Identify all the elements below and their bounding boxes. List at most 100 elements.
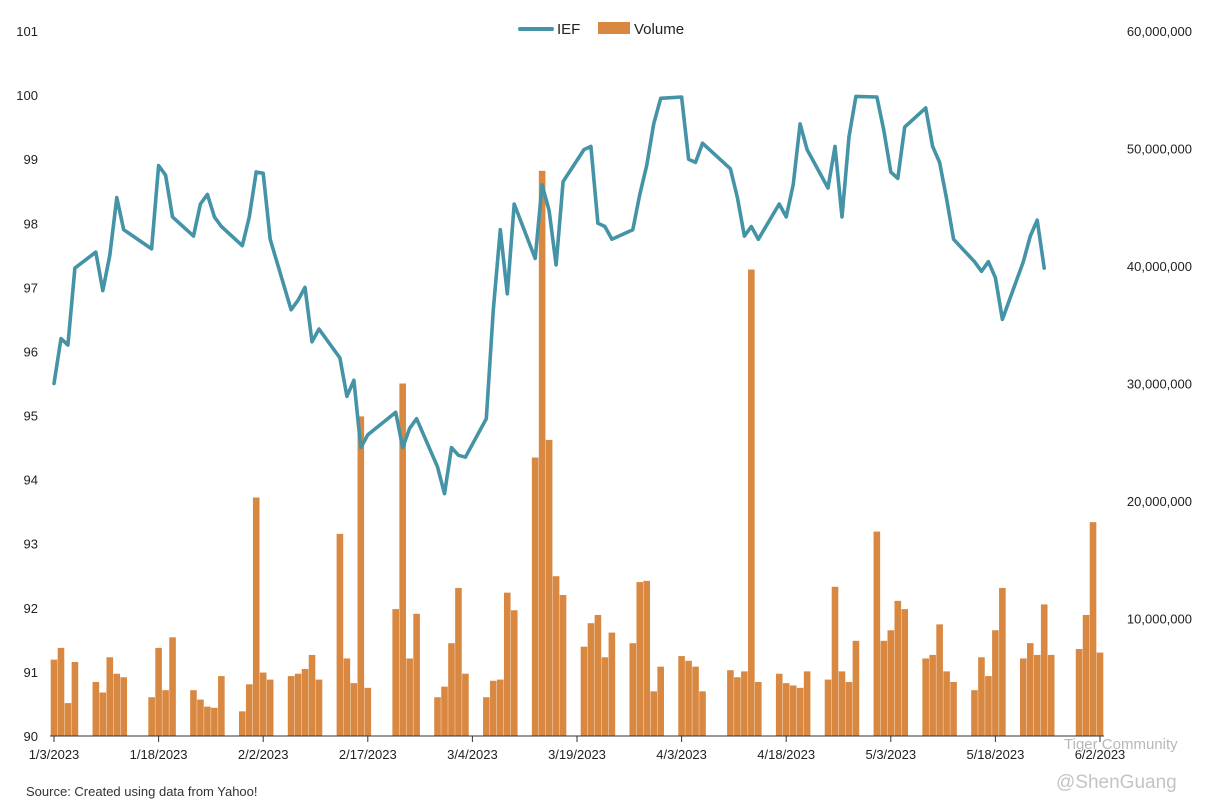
volume-bar (1047, 654, 1055, 736)
volume-bar (657, 666, 664, 736)
volume-bar (245, 684, 253, 736)
volume-bar (978, 657, 985, 736)
y-left-tick-label: 90 (24, 729, 38, 744)
volume-bar (71, 661, 79, 736)
volume-bar (943, 671, 950, 737)
volume-bar (336, 533, 344, 736)
ief-line-layer (52, 94, 1046, 496)
y-left-tick-label: 100 (16, 88, 38, 103)
volume-bar (99, 692, 107, 736)
volume-bar (106, 657, 114, 736)
y-left-tick-label: 97 (24, 280, 38, 295)
volume-bar (148, 697, 155, 736)
volume-bar (985, 676, 992, 736)
volume-bar (462, 673, 469, 736)
volume-bar (580, 646, 588, 736)
volume-bar (1033, 654, 1041, 736)
x-tick-label: 5/18/2023 (966, 747, 1024, 762)
volume-bar (490, 680, 497, 736)
volume-bar (434, 697, 441, 736)
volume-bar (803, 671, 811, 737)
volume-bar (796, 687, 804, 736)
volume-bar (483, 697, 490, 736)
volume-bar (50, 659, 58, 737)
volume-bar (266, 679, 274, 736)
volume-bar (1026, 643, 1034, 736)
volume-bar (259, 672, 267, 736)
volume-bar (929, 654, 936, 736)
volume-bar (692, 666, 699, 736)
volume-bar (734, 677, 741, 736)
volume-bar (218, 676, 225, 736)
source-note: Source: Created using data from Yahoo! (26, 784, 258, 799)
volume-bar (636, 582, 644, 736)
volume-bar (873, 531, 881, 736)
volume-bar (789, 685, 797, 736)
legend-label-volume: Volume (634, 21, 684, 38)
x-tick-label: 6/2/2023 (1075, 747, 1126, 762)
volume-bar (936, 624, 943, 737)
volume-bar (455, 587, 462, 736)
watermark-tiger-community: Tiger Community (1064, 736, 1178, 753)
volume-bar (1082, 614, 1090, 736)
legend-swatch-volume (598, 22, 630, 34)
volume-bar (503, 592, 511, 736)
volume-bar (922, 658, 929, 736)
volume-bar (448, 643, 455, 736)
volume-bar (392, 609, 399, 736)
volume-bar (155, 647, 162, 737)
volume-bar (252, 497, 260, 736)
volume-bar (782, 683, 790, 737)
volume-bar (685, 660, 692, 736)
volume-bar (587, 623, 595, 736)
volume-bar (950, 681, 957, 736)
y-left-tick-label: 101 (16, 24, 38, 39)
volume-bar (678, 656, 685, 736)
x-tick-label: 2/2/2023 (238, 747, 289, 762)
volume-bar (399, 383, 406, 736)
x-tick-label: 4/18/2023 (757, 747, 815, 762)
volume-bar (113, 673, 121, 736)
y-right-tick-label: 10,000,000 (1127, 612, 1192, 627)
volume-bar (594, 614, 602, 736)
y-left-tick-label: 91 (24, 665, 38, 680)
volume-bar (748, 269, 755, 736)
x-tick-label: 4/3/2023 (656, 747, 707, 762)
x-tick-label: 1/3/2023 (29, 747, 80, 762)
volume-bar (357, 416, 365, 736)
volume-bar (301, 669, 309, 736)
volume-bar (406, 658, 413, 736)
x-tick-label: 3/19/2023 (548, 747, 606, 762)
volume-bar (315, 679, 323, 736)
volume-bar (1040, 604, 1048, 736)
volume-bar (608, 632, 616, 736)
volume-bar (204, 706, 211, 737)
volume-bar (552, 576, 560, 736)
volume-bar (845, 681, 853, 736)
volume-bar (894, 600, 902, 737)
legend: IEF Volume (518, 21, 684, 38)
volume-bar (775, 673, 783, 736)
volume-bar (629, 643, 637, 736)
volume-bar (169, 637, 176, 736)
volume-bar (741, 671, 748, 737)
volume-bar (852, 640, 860, 736)
volume-bar (838, 671, 846, 737)
volume-bar (755, 681, 762, 736)
volume-bar (441, 686, 448, 736)
volume-bar (510, 610, 518, 736)
x-tick-label: 5/3/2023 (865, 747, 916, 762)
volume-bar (190, 690, 197, 736)
y-right-tick-label: 40,000,000 (1127, 259, 1192, 274)
y-right-tick-label: 60,000,000 (1127, 24, 1192, 39)
volume-bar (1075, 649, 1083, 736)
y-left-tick-label: 92 (24, 601, 38, 616)
volume-bar (343, 658, 351, 736)
volume-bars (50, 170, 1104, 737)
ief-line (52, 94, 1046, 496)
volume-bar (364, 687, 372, 736)
legend-label-ief: IEF (557, 21, 580, 38)
y-left-tick-label: 98 (24, 216, 38, 231)
volume-bar (57, 647, 65, 737)
